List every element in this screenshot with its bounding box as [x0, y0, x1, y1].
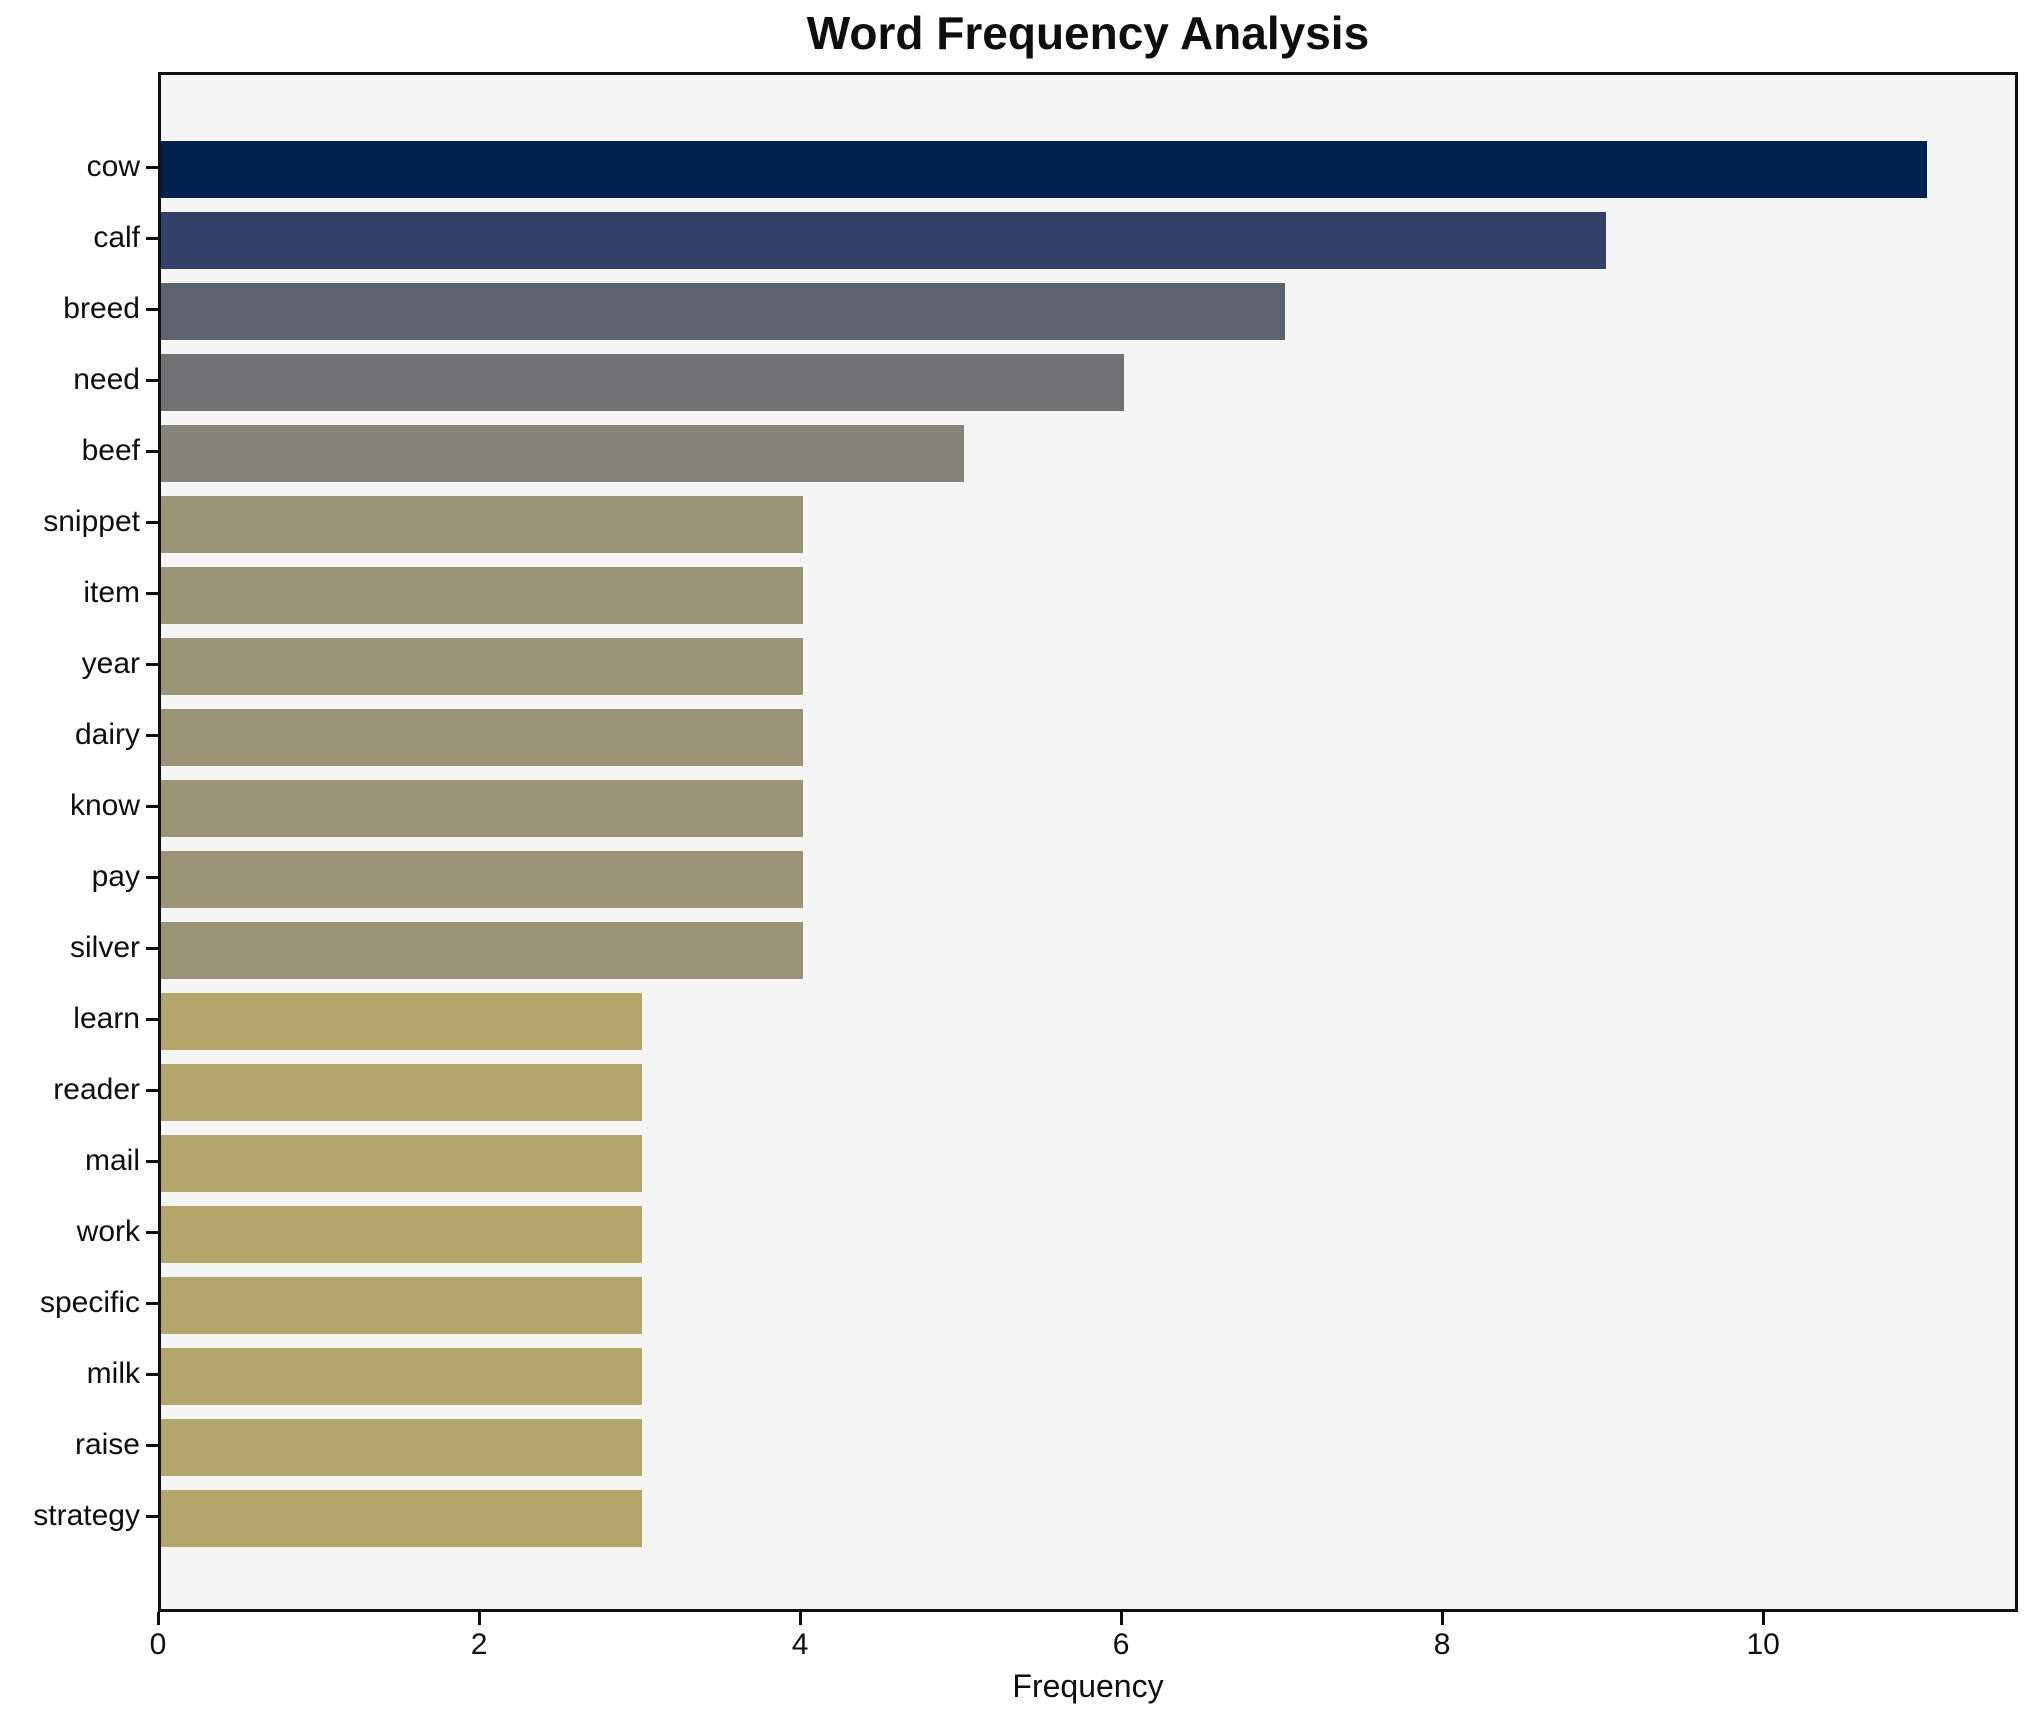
y-tick-mark: [146, 1159, 158, 1163]
bar-work: [161, 1206, 643, 1263]
x-tick-mark: [1441, 1612, 1445, 1625]
y-tick-label-calf: calf: [93, 221, 140, 254]
bar-row: [161, 1490, 2015, 1547]
bar-cow: [161, 141, 1927, 198]
y-tick-mark: [146, 165, 158, 169]
chart-title: Word Frequency Analysis: [806, 7, 1370, 59]
bar-row: [161, 780, 2015, 837]
bar-row: [161, 354, 2015, 411]
y-tick-label-learn: learn: [73, 1002, 140, 1035]
y-tick-mark: [146, 1372, 158, 1376]
y-tick-label-raise: raise: [74, 1428, 140, 1461]
y-tick-mark: [146, 1088, 158, 1092]
bar-beef: [161, 425, 964, 482]
bar-silver: [161, 922, 804, 979]
bar-row: [161, 993, 2015, 1050]
bar-item: [161, 567, 804, 624]
bar-row: [161, 1064, 2015, 1121]
bar-row: [161, 283, 2015, 340]
bar-pay: [161, 851, 804, 908]
bar-row: [161, 212, 2015, 269]
bar-snippet: [161, 496, 804, 553]
y-tick-label-breed: breed: [63, 292, 140, 325]
x-tick-label-10: 10: [1746, 1628, 1780, 1661]
y-tick-mark: [146, 875, 158, 879]
bar-row: [161, 851, 2015, 908]
y-tick-label-mail: mail: [84, 1144, 140, 1177]
bar-reader: [161, 1064, 643, 1121]
y-tick-label-beef: beef: [81, 434, 140, 467]
bar-row: [161, 922, 2015, 979]
bar-mail: [161, 1135, 643, 1192]
bar-breed: [161, 283, 1285, 340]
y-tick-label-cow: cow: [86, 150, 140, 183]
bar-row: [161, 1419, 2015, 1476]
x-tick-mark: [478, 1612, 482, 1625]
y-tick-label-reader: reader: [53, 1073, 140, 1106]
y-tick-label-strategy: strategy: [33, 1499, 140, 1532]
x-tick-mark: [1762, 1612, 1766, 1625]
y-tick-label-pay: pay: [91, 860, 140, 893]
y-tick-mark: [146, 946, 158, 950]
x-tick-label-0: 0: [149, 1628, 167, 1661]
bar-row: [161, 1348, 2015, 1405]
y-tick-mark: [146, 1230, 158, 1234]
bar-calf: [161, 212, 1606, 269]
x-tick-mark: [1120, 1612, 1124, 1625]
y-tick-mark: [146, 1443, 158, 1447]
x-tick-label-4: 4: [791, 1628, 809, 1661]
y-tick-mark: [146, 378, 158, 382]
bar-strategy: [161, 1490, 643, 1547]
y-tick-label-silver: silver: [69, 931, 140, 964]
y-tick-mark: [146, 733, 158, 737]
bar-row: [161, 496, 2015, 553]
y-tick-label-milk: milk: [86, 1357, 140, 1390]
y-tick-mark: [146, 662, 158, 666]
x-axis-label: Frequency: [1012, 1668, 1164, 1704]
y-tick-label-dairy: dairy: [74, 718, 140, 751]
y-tick-label-item: item: [83, 576, 140, 609]
y-tick-mark: [146, 449, 158, 453]
x-tick-label-8: 8: [1433, 1628, 1451, 1661]
bar-raise: [161, 1419, 643, 1476]
x-tick-mark: [157, 1612, 160, 1625]
y-tick-mark: [146, 1301, 158, 1305]
bar-specific: [161, 1277, 643, 1334]
y-tick-label-know: know: [69, 789, 140, 822]
bar-row: [161, 1206, 2015, 1263]
y-tick-mark: [146, 804, 158, 808]
y-tick-label-snippet: snippet: [43, 505, 140, 538]
bar-need: [161, 354, 1125, 411]
bar-row: [161, 141, 2015, 198]
y-tick-mark: [146, 520, 158, 524]
y-tick-mark: [146, 1017, 158, 1021]
plot-area: [158, 72, 2018, 1612]
bar-dairy: [161, 709, 804, 766]
bar-milk: [161, 1348, 643, 1405]
y-tick-mark: [146, 236, 158, 240]
y-tick-mark: [146, 307, 158, 311]
y-tick-label-year: year: [81, 647, 140, 680]
y-tick-mark: [146, 1514, 158, 1518]
bar-year: [161, 638, 804, 695]
bar-row: [161, 567, 2015, 624]
bar-row: [161, 1135, 2015, 1192]
bar-row: [161, 709, 2015, 766]
y-tick-label-need: need: [73, 363, 140, 396]
x-tick-mark: [799, 1612, 803, 1625]
bar-row: [161, 425, 2015, 482]
y-tick-mark: [146, 591, 158, 595]
x-tick-label-2: 2: [470, 1628, 488, 1661]
y-tick-label-specific: specific: [39, 1286, 140, 1319]
x-tick-label-6: 6: [1112, 1628, 1130, 1661]
bar-learn: [161, 993, 643, 1050]
bar-row: [161, 1277, 2015, 1334]
bar-know: [161, 780, 804, 837]
bar-row: [161, 638, 2015, 695]
y-tick-label-work: work: [76, 1215, 140, 1248]
